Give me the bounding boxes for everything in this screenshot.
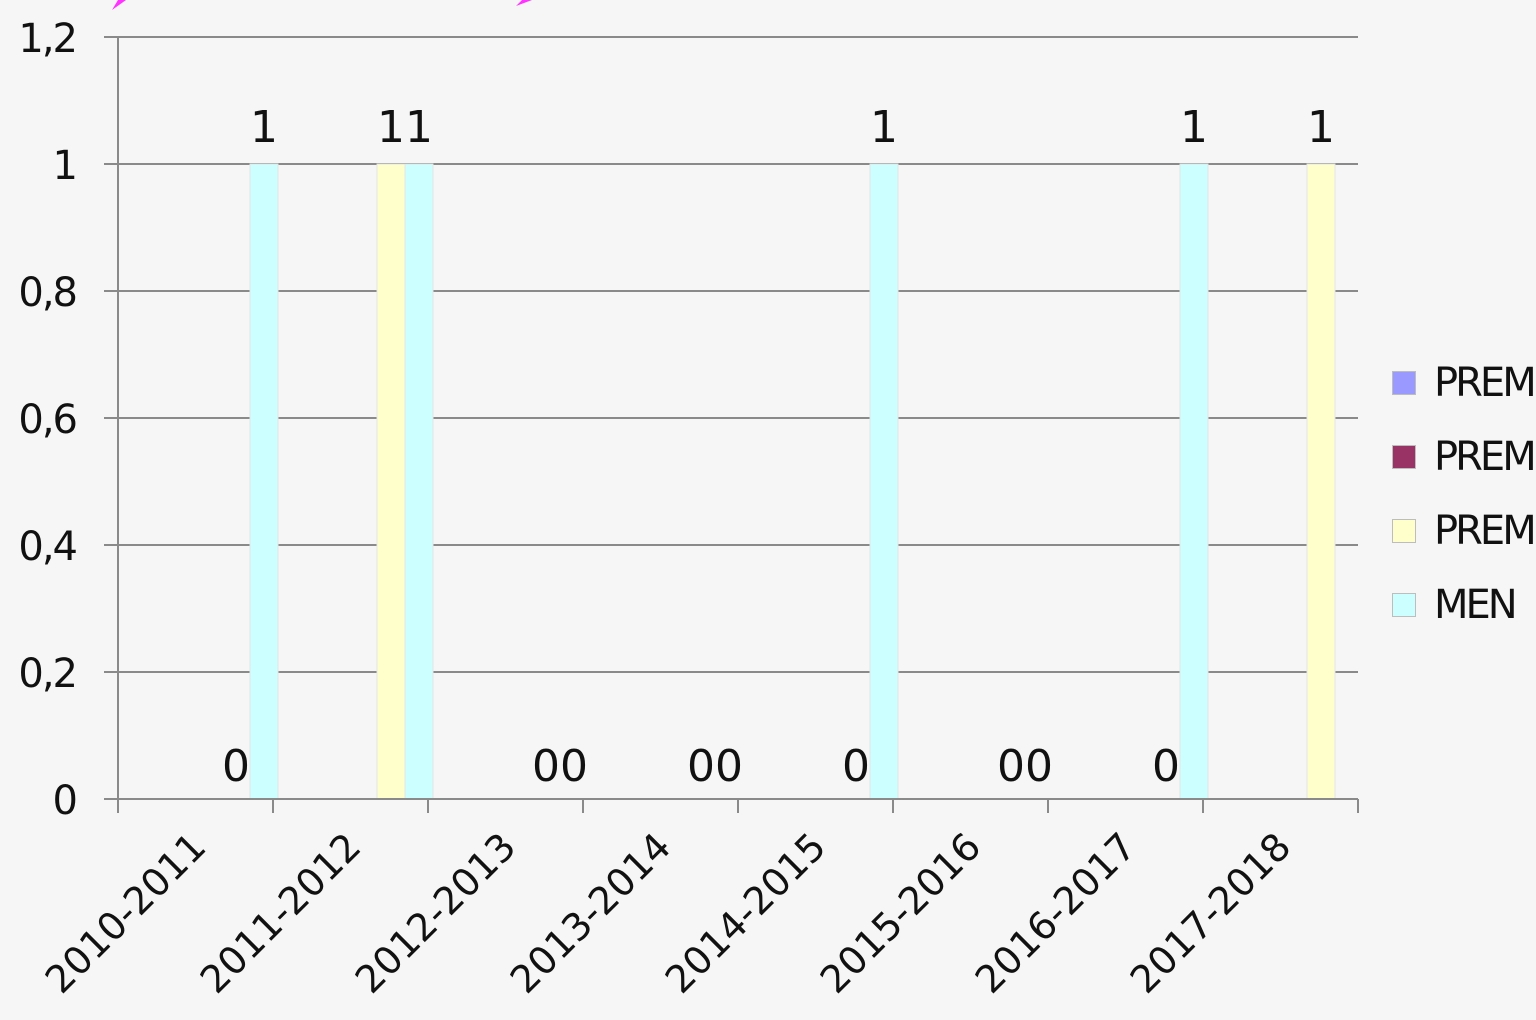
data-label: 0: [687, 741, 715, 792]
data-label: 1: [870, 102, 898, 153]
x-tick-label: 2010-2011: [37, 824, 215, 1002]
x-tick-label: 2012-2013: [347, 824, 525, 1002]
y-tick-label: 0,8: [18, 270, 76, 316]
legend-label: PREM: [1434, 434, 1536, 480]
data-label: 0: [222, 741, 250, 792]
legend-swatch: [1392, 593, 1416, 617]
data-label: 1: [1180, 102, 1208, 153]
y-tick-label: 0,4: [18, 524, 76, 570]
y-tick-label: 0,6: [18, 397, 76, 443]
data-label: 0: [1152, 741, 1180, 792]
data-label: 1: [405, 102, 433, 153]
legend-label: PREM: [1434, 360, 1536, 406]
bar: [1179, 163, 1209, 800]
data-label: 0: [715, 741, 743, 792]
x-tick-label: 2016-2017: [967, 824, 1145, 1002]
legend-swatch: [1392, 445, 1416, 469]
y-tick-label: 0: [53, 778, 76, 824]
legend-swatch: [1392, 371, 1416, 395]
x-tick-label: 2014-2015: [657, 824, 835, 1002]
data-label: 1: [377, 102, 405, 153]
legend-label: PREM: [1434, 508, 1536, 554]
data-label: 0: [842, 741, 870, 792]
x-tick-label: 2015-2016: [812, 824, 990, 1002]
data-label: 0: [560, 741, 588, 792]
x-tick-label: 2011-2012: [192, 824, 370, 1002]
bars: [249, 163, 1336, 800]
data-label: 0: [997, 741, 1025, 792]
legend-label: MEN: [1434, 582, 1518, 628]
data-label: 1: [1307, 102, 1335, 153]
legend-item: PREM: [1392, 420, 1536, 494]
x-tick-label: 2017-2018: [1122, 824, 1300, 1002]
gridlines: [118, 36, 1358, 673]
y-tick-label: 1: [53, 143, 76, 189]
data-label: 0: [1025, 741, 1053, 792]
data-label: 1: [250, 102, 278, 153]
legend: PREM PREM PREM MEN: [1392, 346, 1536, 642]
legend-item: PREM: [1392, 346, 1536, 420]
bar: [404, 163, 434, 800]
bar: [1306, 163, 1336, 800]
bar: [376, 163, 406, 800]
bar: [869, 163, 899, 800]
legend-item: MEN: [1392, 568, 1536, 642]
data-label: 0: [532, 741, 560, 792]
bar: [249, 163, 279, 800]
legend-item: PREM: [1392, 494, 1536, 568]
legend-swatch: [1392, 519, 1416, 543]
x-tick-label: 2013-2014: [502, 824, 680, 1002]
y-tick-label: 0,2: [18, 651, 76, 697]
title-fragment: [112, 0, 532, 10]
y-tick-label: 1,2: [18, 16, 76, 62]
